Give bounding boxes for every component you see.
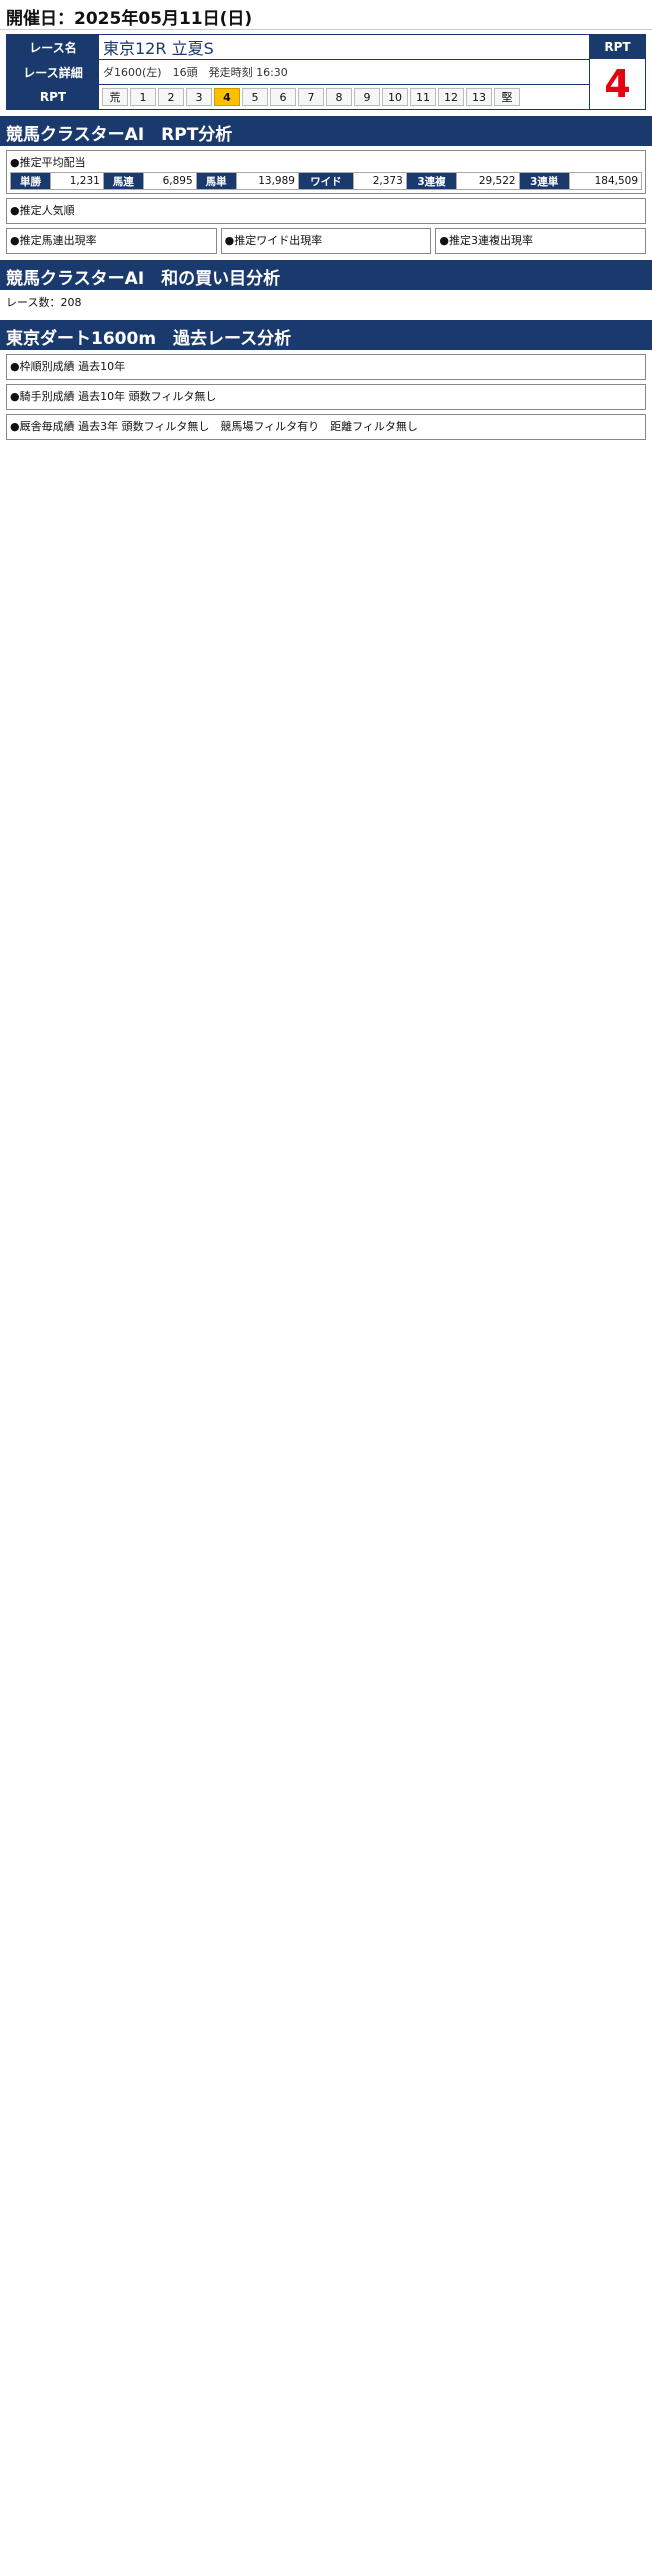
- jockey-box: ●騎手別成績 過去10年 頭数フィルタ無し: [6, 384, 646, 410]
- payout-title: ●推定平均配当: [10, 156, 86, 169]
- rpt-cell: 7: [298, 88, 324, 106]
- rpt-cell: 8: [326, 88, 352, 106]
- payout-label: 馬単: [195, 172, 237, 190]
- rpt-cell: 4: [214, 88, 240, 106]
- rpt-cell: 5: [242, 88, 268, 106]
- trainer-box: ●厩舎毎成績 過去3年 頭数フィルタ無し 競馬場フィルタ有り 距離フィルタ無し: [6, 414, 646, 440]
- race-detail-label: レース詳細: [7, 60, 99, 84]
- rpt-value: 4: [604, 62, 631, 106]
- waku-box: ●枠順別成績 過去10年: [6, 354, 646, 380]
- rpt-cell: 6: [270, 88, 296, 106]
- sanrenpuku-box: ●推定3連複出現率: [435, 228, 647, 254]
- umaren-box: ●推定馬連出現率: [6, 228, 217, 254]
- payout-row: 単勝 1,231 馬連 6,895 馬単 13,989 ワイド 2,373 3連複 29,522 3…: [10, 172, 643, 190]
- umaren-title: ●推定馬連出現率: [10, 234, 97, 247]
- rpt-cell: 3: [186, 88, 212, 106]
- section-past-title: 東京ダート1600m 過去レース分析: [0, 320, 652, 350]
- wide-box: ●推定ワイド出現率: [220, 228, 432, 254]
- rpt-cell: 13: [466, 88, 492, 106]
- rpt-cell: 荒: [102, 88, 128, 106]
- page-title: 開催日：2025年05月11日(日): [0, 0, 652, 30]
- rpt-cell: 12: [438, 88, 464, 106]
- race-count: レース数：208: [6, 296, 82, 309]
- rpt-cell: 2: [158, 88, 184, 106]
- payout-label: ワイド: [297, 172, 354, 190]
- payout-label: 3連複: [405, 172, 458, 190]
- section-wa-title: 競馬クラスターAI 和の買い目分析: [0, 260, 652, 290]
- payout-label: 単勝: [10, 172, 51, 190]
- race-name: 東京12R 立夏S: [103, 39, 214, 58]
- payout-value: 1,231: [49, 172, 104, 190]
- rpt-cell: 9: [354, 88, 380, 106]
- rpt-cell: 堅: [494, 88, 520, 106]
- wide-title: ●推定ワイド出現率: [224, 234, 323, 247]
- rpt-cell: 10: [382, 88, 408, 106]
- section-rpt-title: 競馬クラスターAI RPT分析: [0, 116, 652, 146]
- payout-value: 184,509: [568, 172, 643, 190]
- payout-value: 6,895: [142, 172, 197, 190]
- rpt-label: RPT: [7, 85, 99, 109]
- payout-box: ●推定平均配当 単勝 1,231 馬連 6,895 馬単 13,989 ワイド 2,373 3連…: [6, 150, 646, 194]
- race-detail: ダ1600(左) 16頭 発走時刻 16:30: [103, 66, 288, 79]
- sanrenpuku-title: ●推定3連複出現率: [439, 234, 533, 247]
- payout-label: 3連単: [518, 172, 570, 190]
- trainer-title: ●厩舎毎成績 過去3年 頭数フィルタ無し 競馬場フィルタ有り 距離フィルタ無し: [10, 420, 418, 433]
- rpt-scale: 荒 1 2 3 4 5 6 7 8 9 10 11 12 13 堅: [99, 85, 589, 109]
- waku-title: ●枠順別成績 過去10年: [10, 360, 126, 373]
- payout-value: 13,989: [235, 172, 299, 190]
- payout-value: 2,373: [352, 172, 407, 190]
- popularity-box: ●推定人気順: [6, 198, 646, 224]
- popularity-title: ●推定人気順: [10, 204, 75, 217]
- payout-label: 馬連: [102, 172, 144, 190]
- rpt-cell: 1: [130, 88, 156, 106]
- jockey-title: ●騎手別成績 過去10年 頭数フィルタ無し: [10, 390, 217, 403]
- rpt-cell: 11: [410, 88, 436, 106]
- rpt-title: RPT: [590, 35, 645, 59]
- race-name-label: レース名: [7, 35, 99, 59]
- race-info-panel: レース名 東京12R 立夏S レース詳細 ダ1600(左) 16頭 発走時刻 16:…: [6, 34, 646, 110]
- payout-value: 29,522: [456, 172, 520, 190]
